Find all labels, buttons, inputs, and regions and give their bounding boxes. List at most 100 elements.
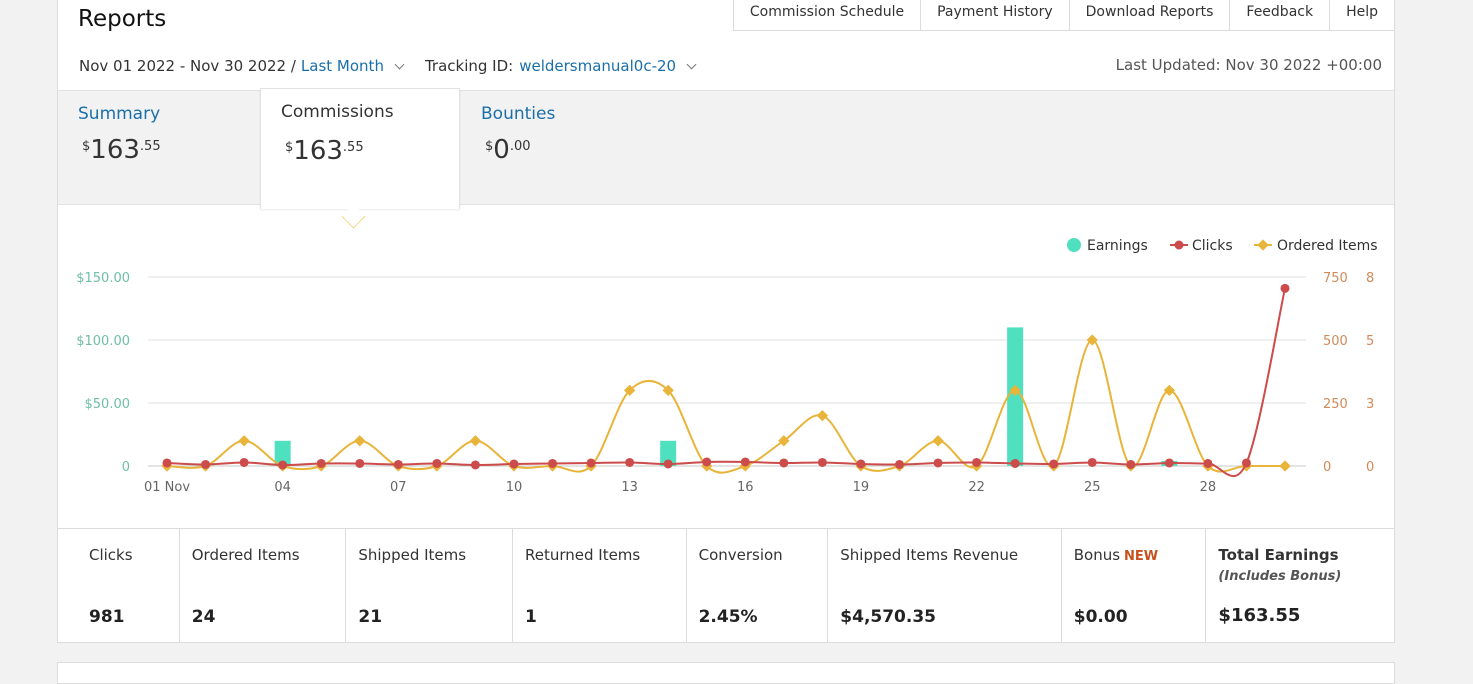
- ordered-items-point: [1279, 460, 1291, 472]
- nav-feedback[interactable]: Feedback: [1230, 0, 1331, 30]
- clicks-point: [201, 459, 211, 469]
- ordered-items-point: [662, 384, 674, 397]
- tab-amount: $0.00: [485, 135, 531, 165]
- clicks-point: [779, 458, 789, 468]
- legend-ordered-marker: [1257, 239, 1269, 251]
- amount-cents: .00: [509, 139, 531, 154]
- stat-label: Bonus NEW: [1074, 546, 1158, 564]
- x-tick-label: 07: [390, 480, 407, 495]
- tab-bounties[interactable]: Bounties $0.00: [461, 91, 661, 204]
- stat-label: Shipped Items Revenue: [840, 546, 1019, 564]
- y-left-tick-label: $100.00: [76, 334, 130, 349]
- stat-shipped-revenue: Shipped Items Revenue $4,570.35: [828, 529, 1062, 643]
- stat-value: 24: [191, 607, 216, 627]
- stat-value: $4,570.35: [840, 607, 936, 627]
- stat-label: Clicks: [89, 546, 133, 564]
- clicks-point: [1049, 459, 1059, 469]
- report-tabs: Summary $163.55 Commissions $163.55 Boun…: [58, 88, 1394, 209]
- stat-clicks: Clicks 981: [58, 529, 180, 643]
- clicks-point: [740, 457, 750, 467]
- x-tick-label: 19: [853, 480, 870, 495]
- stat-bonus: Bonus NEW $0.00: [1062, 529, 1207, 643]
- y-ordered-tick-label: 0: [1366, 460, 1374, 475]
- stat-value: 1: [524, 607, 537, 627]
- top-nav: Commission Schedule Payment History Down…: [732, 0, 1394, 31]
- clicks-point: [817, 457, 827, 467]
- amount-cents: .55: [139, 139, 161, 154]
- tab-commissions[interactable]: Commissions $163.55: [260, 88, 460, 209]
- clicks-point: [625, 457, 635, 467]
- reports-card: Reports Commission Schedule Payment Hist…: [57, 0, 1395, 643]
- x-tick-label: 10: [506, 480, 523, 495]
- nav-help[interactable]: Help: [1346, 4, 1378, 20]
- clicks-point: [548, 458, 558, 468]
- stats-bar: Clicks 981 Ordered Items 24 Shipped Item…: [58, 528, 1394, 643]
- clicks-point: [702, 457, 712, 467]
- amount-whole: 163: [90, 135, 140, 165]
- stat-value: 21: [358, 607, 383, 627]
- stat-ordered-items: Ordered Items 24: [180, 529, 347, 643]
- stat-label: Conversion: [698, 546, 783, 564]
- ordered-items-point: [623, 384, 636, 397]
- stat-returned-items: Returned Items 1: [513, 529, 687, 643]
- clicks-point: [972, 457, 982, 467]
- y-ordered-tick-label: 3: [1366, 397, 1374, 412]
- stat-conversion: Conversion 2.45%: [687, 529, 829, 643]
- x-tick-label: 28: [1200, 480, 1217, 495]
- tab-summary[interactable]: Summary $163.55: [58, 91, 260, 204]
- clicks-point: [856, 459, 866, 469]
- chevron-down-icon[interactable]: [686, 59, 697, 69]
- clicks-point: [509, 459, 519, 469]
- clicks-point: [432, 458, 442, 468]
- ordered-items-point: [932, 435, 944, 447]
- period-dropdown[interactable]: Last Month: [300, 57, 384, 75]
- legend-ordered-label: Ordered Items: [1277, 238, 1378, 254]
- stat-value: $0.00: [1073, 607, 1128, 627]
- filter-row: Nov 01 2022 - Nov 30 2022 / Last Month T…: [79, 57, 707, 75]
- stat-shipped-items: Shipped Items 21: [346, 529, 513, 643]
- stat-value: $163.55: [1218, 605, 1301, 626]
- ordered-items-point: [1086, 334, 1098, 346]
- amount-cents: .55: [342, 140, 364, 155]
- clicks-point: [1126, 459, 1136, 469]
- currency-symbol: $: [485, 139, 494, 154]
- y-clicks-tick-label: 500: [1323, 334, 1348, 349]
- y-ordered-tick-label: 8: [1366, 271, 1374, 286]
- y-left-tick-label: $150.00: [76, 271, 130, 286]
- stat-sublabel: (Includes Bonus): [1218, 569, 1342, 584]
- ordered-items-point: [1163, 384, 1176, 397]
- ordered-items-point: [354, 435, 366, 447]
- tab-label: Summary: [78, 104, 161, 124]
- tab-label: Bounties: [481, 104, 556, 124]
- earnings-bar: [660, 440, 677, 466]
- last-updated: Last Updated: Nov 30 2022 +00:00: [1115, 56, 1382, 74]
- stat-label: Ordered Items: [191, 546, 300, 564]
- nav-download-reports[interactable]: Download Reports: [1070, 0, 1231, 30]
- nav-payment-history[interactable]: Payment History: [921, 0, 1070, 30]
- chevron-down-icon[interactable]: [394, 59, 405, 69]
- bonus-label: Bonus: [1073, 546, 1121, 564]
- legend-earnings-label: Earnings: [1087, 238, 1148, 254]
- clicks-point: [586, 458, 596, 468]
- currency-symbol: $: [285, 140, 294, 155]
- clicks-point: [239, 457, 249, 467]
- tracking-id-dropdown[interactable]: weldersmanual0c-20: [519, 57, 677, 75]
- next-card: [57, 662, 1395, 684]
- clicks-point: [393, 459, 403, 469]
- y-left-tick-label: 0: [122, 460, 130, 475]
- clicks-point: [1280, 283, 1290, 293]
- clicks-point: [355, 458, 365, 468]
- x-tick-label: 01 Nov: [144, 480, 190, 495]
- x-tick-label: 04: [274, 480, 291, 495]
- legend-clicks-marker: [1174, 240, 1184, 250]
- nav-commission-schedule[interactable]: Commission Schedule: [734, 0, 922, 30]
- clicks-point: [470, 460, 480, 470]
- tracking-label: Tracking ID:: [424, 57, 514, 75]
- new-badge: NEW: [1124, 549, 1159, 564]
- stat-label: Total Earnings: [1218, 546, 1339, 564]
- clicks-point: [894, 459, 904, 469]
- y-left-tick-label: $50.00: [85, 397, 131, 412]
- stat-value: 981: [89, 607, 125, 627]
- x-tick-label: 16: [737, 480, 754, 495]
- y-ordered-tick-label: 5: [1366, 334, 1374, 349]
